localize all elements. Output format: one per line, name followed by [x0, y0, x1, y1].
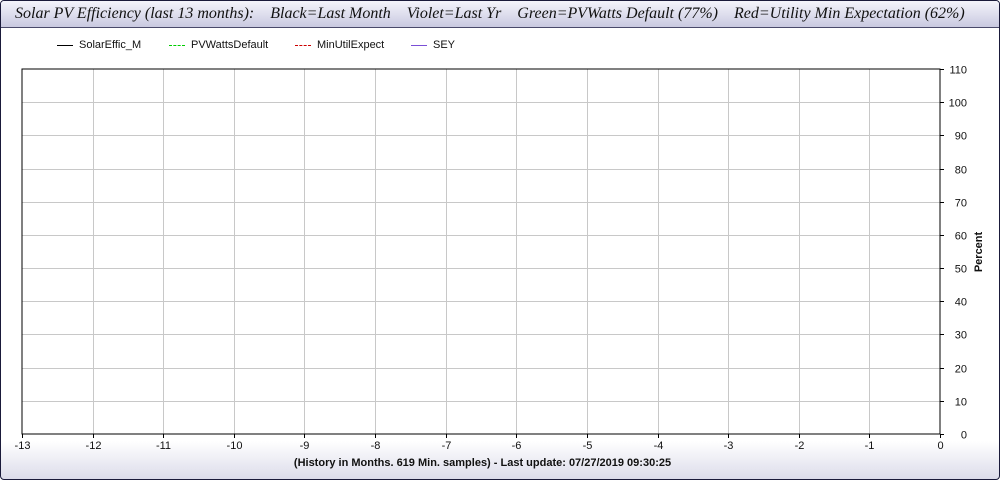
x-tick-label: -1 [865, 440, 875, 452]
y-tick-label: 70 [955, 198, 967, 210]
x-tick-label: -11 [156, 440, 171, 452]
y-tick-label: 50 [955, 264, 967, 276]
x-tick-label: -2 [795, 440, 805, 452]
y-tick-label: 90 [955, 131, 967, 143]
x-axis-caption: (History in Months. 619 Min. samples) - … [293, 457, 672, 469]
y-axis-label: Percent [973, 231, 985, 272]
x-tick-label: -4 [654, 440, 664, 452]
legend-label-sey: SEY [433, 39, 456, 51]
legend-swatch-sey [411, 45, 427, 46]
x-tick-label: -3 [724, 440, 734, 452]
y-tick-label: 110 [949, 65, 967, 77]
x-tick-label: -9 [300, 440, 310, 452]
x-axis: -13 -12 -11 -10 -9 -8 -7 -6 -5 -4 -3 -2 -1 0 [15, 434, 944, 452]
x-tick-label: 0 [937, 440, 943, 452]
y-tick-label: 60 [955, 231, 967, 243]
legend-swatch-pvwatts [169, 45, 185, 46]
y-tick-label: 30 [955, 330, 967, 342]
y-axis: 0 10 20 30 40 50 60 70 80 90 100 110 [940, 65, 967, 442]
y-tick-label: 10 [955, 397, 967, 409]
y-tick-label: 100 [949, 98, 967, 110]
legend-label-minutil: MinUtilExpect [317, 39, 385, 51]
x-tick-label: -8 [371, 440, 381, 452]
x-tick-label: -10 [227, 440, 243, 452]
y-tick-label: 40 [955, 297, 967, 309]
x-tick-label: -5 [583, 440, 593, 452]
x-tick-label: -12 [86, 440, 102, 452]
legend-swatch-minutil [295, 45, 311, 46]
chart-title: Solar PV Efficiency (last 13 months): Bl… [15, 5, 965, 22]
x-tick-label: -13 [15, 440, 31, 452]
legend-label-solareffic: SolarEffic_M [79, 39, 142, 51]
x-tick-label: -7 [442, 440, 452, 452]
x-tick-label: -6 [512, 440, 522, 452]
plot-area-border [21, 68, 941, 435]
grid-layer [22, 69, 940, 434]
legend-swatch-solareffic [57, 45, 73, 46]
title-bar: Solar PV Efficiency (last 13 months): Bl… [1, 1, 999, 28]
legend-label-pvwatts: PVWattsDefault [191, 39, 269, 51]
y-tick-label: 0 [961, 430, 967, 442]
y-tick-label: 80 [955, 165, 967, 177]
y-tick-label: 20 [955, 364, 967, 376]
